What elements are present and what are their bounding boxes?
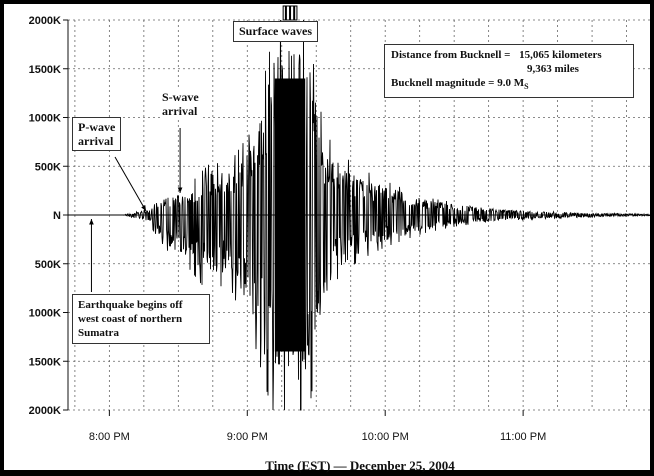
x-axis: 8:00 PM 9:00 PM 10:00 PM 11:00 PM [89, 410, 546, 443]
p-wave-arrow-head [141, 205, 146, 211]
p-wave-line-1: P-wave [78, 120, 116, 134]
x-axis-title: Time (EST) — December 25, 2004 [265, 458, 455, 473]
onset-label: Earthquake begins off west coast of nort… [72, 294, 210, 344]
s-wave-label: S-wave arrival [160, 90, 201, 118]
x-tick-label: 8:00 PM [89, 431, 130, 443]
y-axis: 2000K 1500K 1000K 500K N 500K 1000K 1500K 2000K [29, 15, 68, 417]
magnitude-row: Bucknell magnitude = 9.0 MS [391, 76, 627, 94]
distance-label: Distance from Bucknell = [391, 49, 511, 61]
x-tick-label: 11:00 PM [500, 431, 546, 443]
y-tick-label: 1000K [29, 113, 61, 125]
y-tick-label: 2000K [29, 15, 61, 27]
trace-path [68, 19, 651, 411]
distance-miles: 9,363 miles [527, 63, 579, 75]
p-wave-arrow [114, 156, 147, 212]
surface-waves-text: Surface waves [239, 24, 312, 38]
y-tick-label: 1500K [29, 64, 61, 76]
onset-line-2: west coast of northern [78, 313, 183, 325]
y-tick-label: 500K [35, 161, 61, 173]
p-wave-line-2: arrival [78, 134, 114, 148]
seismogram-trace [68, 5, 651, 411]
s-wave-arrow-head [177, 187, 183, 193]
magnitude-subscript: S [524, 82, 529, 92]
surface-waves-label: Surface waves [233, 21, 318, 42]
p-wave-label: P-wave arrival [72, 117, 122, 151]
y-tick-label: 1500K [29, 356, 61, 368]
magnitude-label: Bucknell magnitude = 9.0 M [391, 77, 525, 89]
y-tick-label: 500K [35, 259, 61, 271]
x-tick-label: 9:00 PM [227, 431, 268, 443]
y-tick-label: N [53, 210, 61, 222]
x-tick-label: 10:00 PM [362, 431, 409, 443]
info-box: Distance from Bucknell = 15,065 kilomete… [384, 44, 634, 98]
saturated-core [274, 78, 306, 352]
onset-arrow-head [89, 219, 94, 225]
annotation-arrows [89, 128, 183, 292]
onset-line-3: Sumatra [78, 327, 119, 339]
distance-row: Distance from Bucknell = 15,065 kilomete… [391, 48, 627, 62]
distance-miles-row: 9,363 miles [391, 62, 627, 76]
s-wave-line-2: arrival [162, 104, 198, 118]
onset-line-1: Earthquake begins off [78, 299, 183, 311]
y-tick-label: 1000K [29, 308, 61, 320]
distance-km: 15,065 kilometers [519, 49, 602, 61]
y-tick-label: 2000K [29, 405, 61, 417]
s-wave-line-1: S-wave [162, 90, 199, 104]
